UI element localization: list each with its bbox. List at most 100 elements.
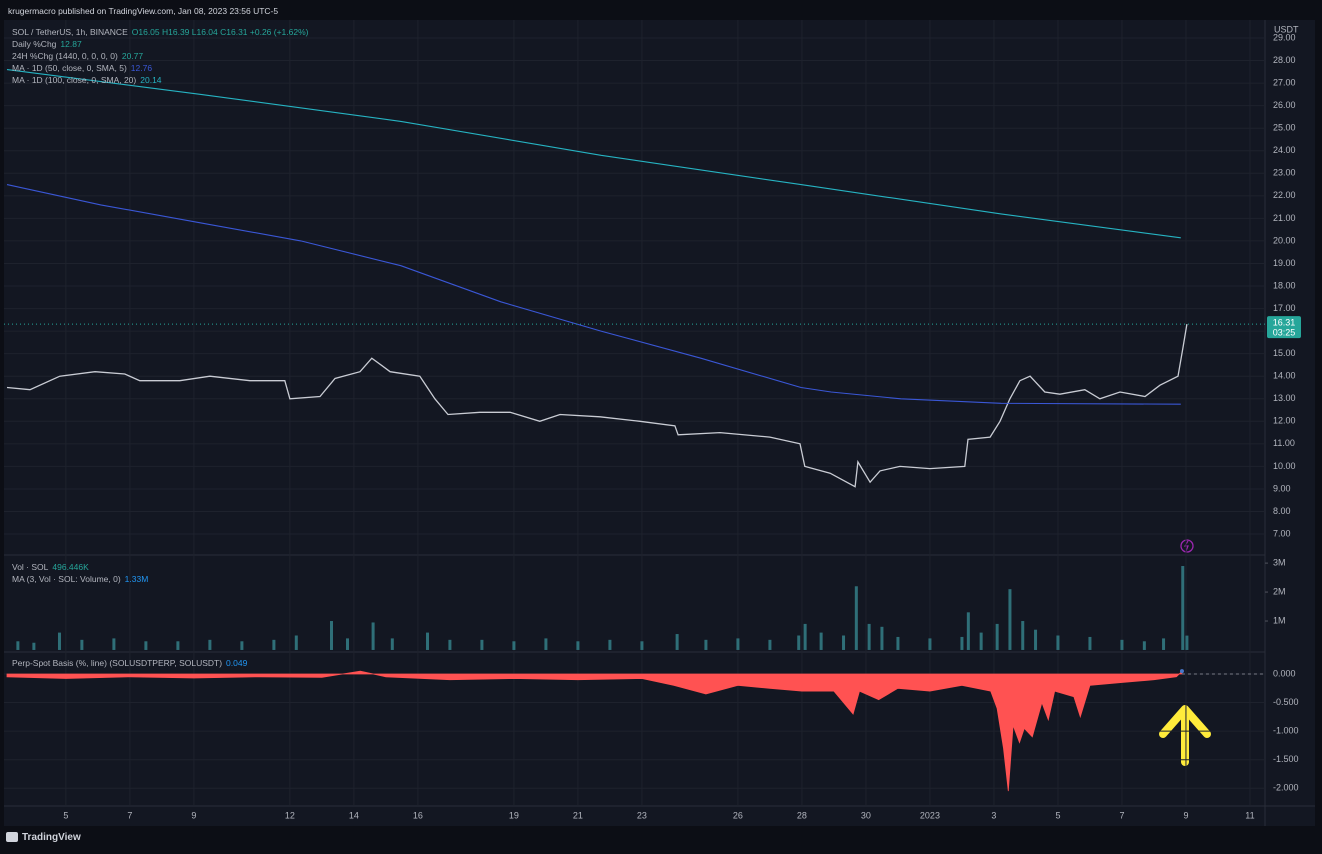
y-tick-label: 1M	[1273, 615, 1286, 625]
volume-bar	[371, 622, 375, 650]
symbol: SOL / TetherUS, 1h, BINANCE	[12, 27, 128, 37]
x-tick-label: 9	[191, 810, 196, 820]
last-value-dot	[1179, 669, 1184, 674]
y-tick-label: 11.00	[1273, 438, 1295, 448]
annotation-arrow	[1159, 705, 1211, 766]
basis-title: Perp-Spot Basis (%, line) (SOLUSDTPERP, …	[12, 658, 223, 668]
y-tick-label: 7.00	[1273, 528, 1291, 538]
volume-bar	[346, 638, 350, 650]
indicator-name: MA · 1D (50, close, 0, SMA, 5)	[12, 63, 127, 73]
volume-bar	[426, 632, 430, 650]
x-tick-label: 21	[573, 810, 583, 820]
y-tick-label: 26.00	[1273, 100, 1296, 110]
y-tick-label: 2M	[1273, 586, 1286, 596]
volume-bar	[1120, 639, 1124, 650]
volume-bar	[1008, 589, 1012, 650]
x-tick-label: 16	[413, 810, 423, 820]
volume-ma-value: 1.33M	[124, 574, 149, 584]
volume-bar	[960, 636, 964, 650]
basis-value: 0.049	[226, 658, 248, 668]
countdown-label: 03:25	[1273, 327, 1296, 337]
y-tick-label: -1.000	[1273, 726, 1299, 736]
volume-bar	[1185, 635, 1189, 650]
y-tick-label: 23.00	[1273, 168, 1296, 178]
last-price-badge	[1267, 316, 1301, 339]
x-tick-label: 5	[63, 810, 68, 820]
x-tick-label: 7	[127, 810, 132, 820]
footer-brand: TradingView	[22, 832, 81, 843]
volume-value: 496.446K	[52, 562, 89, 572]
volume-bar	[240, 641, 244, 650]
chart-bg	[4, 20, 1315, 826]
volume-bar	[896, 636, 900, 650]
y-tick-label: 29.00	[1273, 32, 1296, 42]
x-tick-label: 26	[733, 810, 743, 820]
y-tick-label: 10.00	[1273, 461, 1296, 471]
x-tick-label: 7	[1119, 810, 1124, 820]
volume-bar	[144, 641, 148, 650]
event-icon	[1180, 539, 1194, 553]
logo	[6, 832, 18, 842]
legend-row: MA · 1D (100, close, 0, SMA, 20) 20.14	[12, 75, 162, 85]
x-tick-label: 3	[991, 810, 996, 820]
y-tick-label: -0.500	[1273, 697, 1299, 707]
volume-bar	[995, 623, 999, 650]
volume-bar	[880, 626, 884, 650]
volume-bar	[390, 638, 394, 650]
indicator-name: Daily %Chg	[12, 39, 57, 49]
published-note: krugermacro published on TradingView.com…	[8, 6, 279, 16]
volume-title: Vol · SOL	[12, 562, 49, 572]
event-icon	[1183, 540, 1189, 552]
volume-bar	[208, 639, 212, 650]
volume-bar	[928, 638, 932, 650]
volume-bar	[797, 635, 801, 650]
y-tick-label: -2.000	[1273, 783, 1299, 793]
volume-bar	[803, 623, 807, 650]
x-tick-label: 2023	[920, 810, 940, 820]
legend-row: MA (3, Vol · SOL: Volume, 0) 1.33M	[12, 574, 148, 584]
y-tick-label: 24.00	[1273, 145, 1296, 155]
volume-bar	[272, 639, 276, 650]
volume-bar	[448, 639, 452, 650]
series-line	[6, 184, 1181, 405]
series-line	[6, 323, 1188, 488]
y-tick-label: 28.00	[1273, 55, 1296, 65]
y-tick-label: 19.00	[1273, 258, 1296, 268]
volume-bar	[640, 641, 644, 650]
x-tick-label: 23	[637, 810, 647, 820]
volume-bar	[512, 641, 516, 650]
volume-bar	[1021, 621, 1025, 650]
volume-bar	[675, 634, 679, 650]
volume-bar	[57, 632, 61, 650]
volume-bar	[979, 632, 983, 650]
volume-ma-title: MA (3, Vol · SOL: Volume, 0)	[12, 574, 121, 584]
volume-bar	[1034, 629, 1038, 650]
x-tick-label: 5	[1055, 810, 1060, 820]
volume-bar	[608, 639, 612, 650]
volume-bar	[544, 638, 548, 650]
volume-bar	[966, 612, 970, 650]
y-tick-label: 27.00	[1273, 77, 1296, 87]
y-tick-label: 21.00	[1273, 213, 1296, 223]
y-tick-label: 14.00	[1273, 371, 1296, 381]
volume-bar	[1056, 635, 1060, 650]
volume-bar	[1142, 641, 1146, 650]
volume-bar	[819, 632, 823, 650]
volume-bar	[80, 639, 84, 650]
legend-row: 24H %Chg (1440, 0, 0, 0, 0) 20.77	[12, 51, 143, 61]
currency-label: USDT	[1274, 24, 1299, 34]
volume-bar	[1088, 636, 1092, 650]
volume-bar	[1162, 638, 1166, 650]
volume-bar	[480, 639, 484, 650]
x-tick-label: 14	[349, 810, 359, 820]
legend-row: MA · 1D (50, close, 0, SMA, 5) 12.76	[12, 63, 152, 73]
volume-bar	[867, 623, 871, 650]
y-tick-label: 9.00	[1273, 483, 1291, 493]
legend-row: SOL / TetherUS, 1h, BINANCE O16.05 H16.3…	[12, 27, 309, 37]
volume-bar	[854, 586, 858, 650]
y-tick-label: 13.00	[1273, 393, 1296, 403]
y-tick-label: 0.000	[1273, 668, 1296, 678]
volume-bar	[176, 641, 180, 650]
